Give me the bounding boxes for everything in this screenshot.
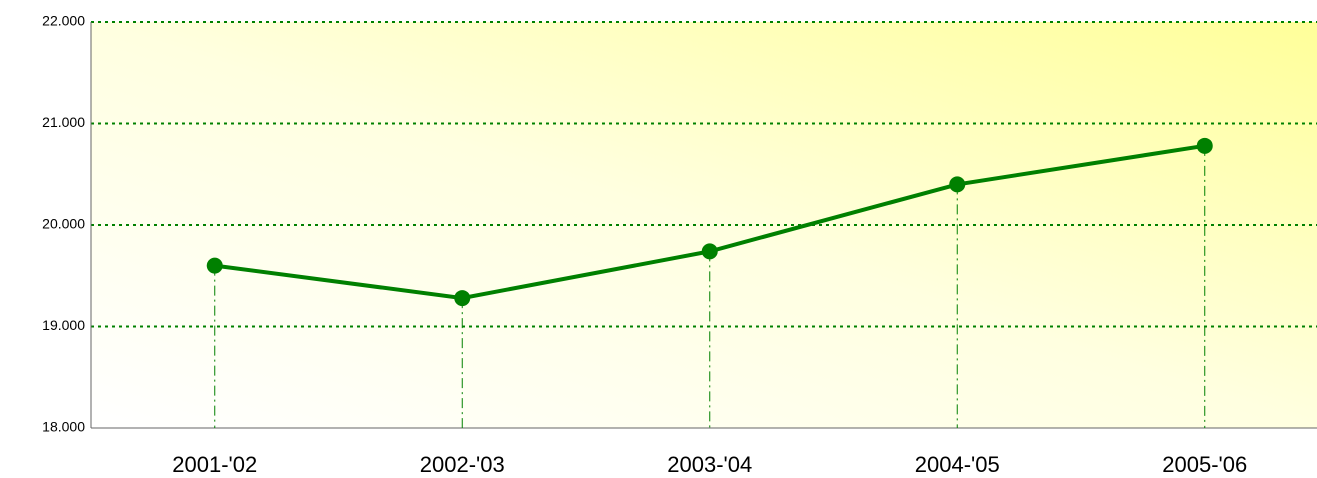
x-tick-label: 2001-'02 bbox=[172, 452, 257, 477]
x-tick-label: 2004-'05 bbox=[915, 452, 1000, 477]
y-tick-label: 22.000 bbox=[42, 13, 85, 29]
y-tick-label: 18.000 bbox=[42, 419, 85, 435]
point bbox=[206, 257, 223, 274]
y-tick-label: 20.000 bbox=[42, 216, 85, 232]
point bbox=[949, 176, 966, 193]
y-tick-label: 19.000 bbox=[42, 317, 85, 333]
x-tick-label: 2003-'04 bbox=[667, 452, 752, 477]
point bbox=[1196, 137, 1213, 154]
x-tick-label: 2002-'03 bbox=[420, 452, 505, 477]
point bbox=[701, 243, 718, 260]
point bbox=[454, 290, 471, 307]
x-tick-label: 2005-'06 bbox=[1162, 452, 1247, 477]
y-tick-label: 21.000 bbox=[42, 114, 85, 130]
